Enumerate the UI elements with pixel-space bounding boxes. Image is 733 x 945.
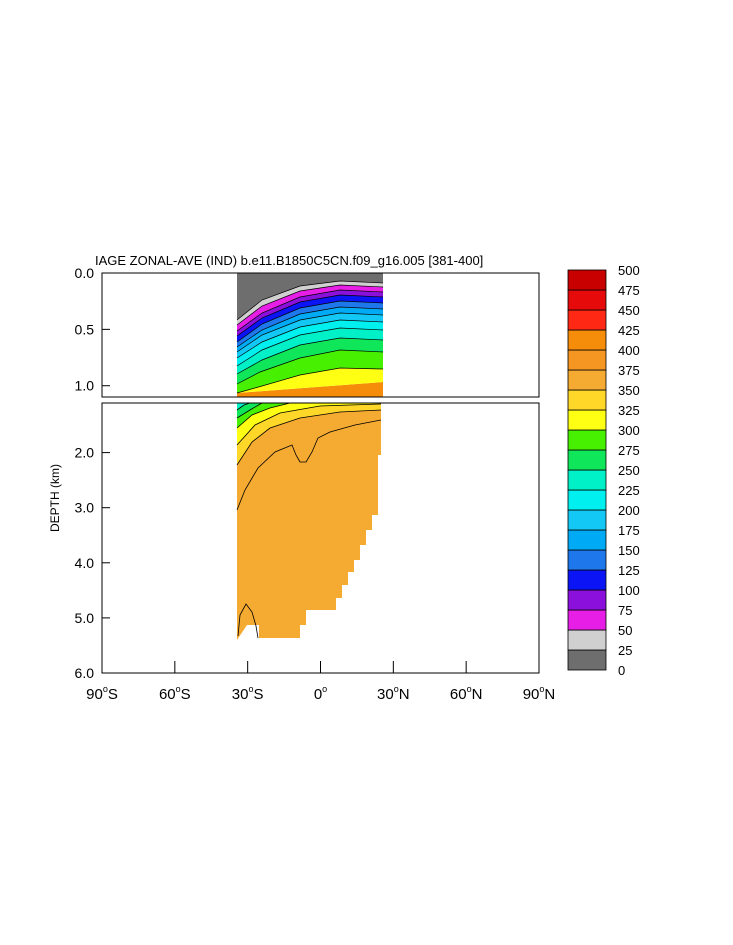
colorbar-swatch bbox=[567, 589, 607, 611]
colorbar-label: 150 bbox=[618, 543, 640, 558]
colorbar-swatch bbox=[567, 629, 607, 651]
colorbar-label: 50 bbox=[618, 623, 632, 638]
colorbar-swatch bbox=[567, 509, 607, 531]
colorbar-label: 425 bbox=[618, 323, 640, 338]
x-tick-label: 90oS bbox=[86, 684, 118, 703]
y-tick-label: 0.0 bbox=[75, 265, 95, 281]
colorbar-label: 400 bbox=[618, 343, 640, 358]
colorbar-swatch bbox=[567, 569, 607, 591]
chart-title: IAGE ZONAL-AVE (IND) b.e11.B1850C5CN.f09… bbox=[95, 253, 483, 268]
field-band-25 bbox=[237, 281, 383, 325]
colorbar-swatch bbox=[567, 389, 607, 411]
colorbar-label: 375 bbox=[618, 363, 640, 378]
upper-panel-frame bbox=[101, 272, 540, 398]
colorbar-swatch bbox=[567, 349, 607, 371]
field-band-275 bbox=[237, 338, 383, 384]
field-band-0 bbox=[237, 273, 383, 320]
colorbar-label: 475 bbox=[618, 283, 640, 298]
colorbar-label: 275 bbox=[618, 443, 640, 458]
x-tick-label: 0o bbox=[314, 684, 327, 703]
field-band-200 bbox=[237, 313, 383, 358]
y-tick-label: 3.0 bbox=[75, 500, 95, 516]
colorbar-swatch bbox=[567, 289, 607, 311]
x-tick-label: 30oS bbox=[232, 684, 264, 703]
colorbar: 0 25 50 75 100 125 150 175 200 225 250 275 300 325 350… bbox=[567, 263, 640, 678]
colorbar-swatch bbox=[567, 449, 607, 471]
colorbar-label: 300 bbox=[618, 423, 640, 438]
colorbar-swatch bbox=[567, 369, 607, 391]
field-band-225 bbox=[237, 320, 383, 366]
y-tick-label: 0.5 bbox=[75, 321, 95, 337]
upper-panel-field bbox=[236, 273, 384, 397]
lower-contour-lines bbox=[236, 403, 382, 639]
x-tick-label: 30oN bbox=[377, 684, 410, 703]
field-band-150 bbox=[237, 301, 383, 347]
y-axis-lower-ticks: 2.0 3.0 4.0 5.0 6.0 bbox=[75, 445, 110, 681]
colorbar-label: 75 bbox=[618, 603, 632, 618]
field-band-250-lower bbox=[237, 403, 250, 410]
lower-panel-field bbox=[236, 403, 382, 640]
field-band-50 bbox=[237, 285, 383, 331]
colorbar-swatch bbox=[567, 409, 607, 431]
colorbar-label: 325 bbox=[618, 403, 640, 418]
colorbar-label: 175 bbox=[618, 523, 640, 538]
colorbar-swatch bbox=[567, 489, 607, 511]
colorbar-label: 500 bbox=[618, 263, 640, 278]
upper-contour-lines bbox=[236, 280, 384, 394]
colorbar-label: 25 bbox=[618, 643, 632, 658]
colorbar-label: 450 bbox=[618, 303, 640, 318]
colorbar-label: 0 bbox=[618, 663, 625, 678]
field-band-325 bbox=[237, 368, 383, 393]
field-band-100 bbox=[237, 295, 383, 342]
colorbar-swatch bbox=[567, 269, 607, 291]
x-tick-label: 60oN bbox=[450, 684, 483, 703]
y-axis-label: DEPTH (km) bbox=[48, 464, 62, 532]
colorbar-swatch bbox=[567, 309, 607, 331]
colorbar-swatch bbox=[567, 649, 607, 671]
colorbar-label: 350 bbox=[618, 383, 640, 398]
y-tick-label: 4.0 bbox=[75, 555, 95, 571]
field-band-350 bbox=[237, 403, 381, 465]
colorbar-label: 200 bbox=[618, 503, 640, 518]
field-deep-interior bbox=[237, 403, 381, 640]
y-tick-label: 5.0 bbox=[75, 610, 95, 626]
y-axis-upper-ticks: 0.0 0.5 1.0 bbox=[75, 265, 110, 394]
colorbar-swatch bbox=[567, 529, 607, 551]
colorbar-swatch bbox=[567, 549, 607, 571]
colorbar-label: 250 bbox=[618, 463, 640, 478]
y-tick-label: 2.0 bbox=[75, 445, 95, 461]
field-band-300 bbox=[237, 350, 383, 393]
y-tick-label: 1.0 bbox=[75, 378, 95, 394]
colorbar-swatch bbox=[567, 469, 607, 491]
x-tick-label: 90oN bbox=[523, 684, 556, 703]
colorbar-swatch bbox=[567, 609, 607, 631]
field-band-175 bbox=[237, 307, 383, 352]
field-band-75 bbox=[237, 290, 383, 336]
field-band-250 bbox=[237, 328, 383, 374]
x-axis-ticks: 90oS 60oS 30oS 0o 30oN 60oN 90oN bbox=[86, 661, 555, 703]
y-tick-label: 6.0 bbox=[75, 665, 95, 681]
colorbar-label: 100 bbox=[618, 583, 640, 598]
field-band-400 bbox=[237, 382, 383, 397]
colorbar-swatch bbox=[567, 429, 607, 451]
colorbar-label: 225 bbox=[618, 483, 640, 498]
field-band-275-lower bbox=[237, 403, 262, 418]
field-band-325-lower bbox=[237, 403, 381, 445]
x-tick-label: 60oS bbox=[159, 684, 191, 703]
colorbar-label: 125 bbox=[618, 563, 640, 578]
colorbar-swatch bbox=[567, 329, 607, 351]
